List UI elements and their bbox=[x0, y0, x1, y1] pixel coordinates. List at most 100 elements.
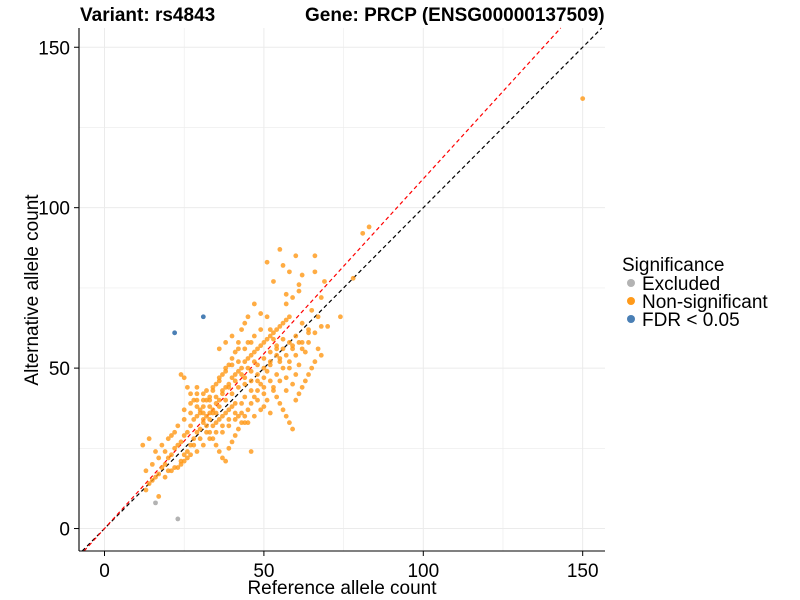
data-point bbox=[184, 449, 190, 454]
data-point bbox=[194, 391, 200, 397]
data-point bbox=[226, 407, 232, 413]
data-point bbox=[153, 500, 158, 506]
data-point bbox=[274, 394, 280, 400]
data-point bbox=[296, 340, 302, 345]
data-point bbox=[312, 253, 318, 259]
data-point bbox=[153, 474, 158, 480]
data-point bbox=[242, 413, 248, 419]
data-point bbox=[175, 442, 181, 448]
data-point bbox=[181, 417, 187, 422]
data-point bbox=[143, 468, 149, 474]
data-point bbox=[267, 359, 273, 365]
data-point bbox=[302, 378, 308, 384]
data-point bbox=[210, 384, 216, 390]
data-point bbox=[197, 436, 203, 442]
data-point bbox=[264, 336, 270, 342]
data-point bbox=[204, 423, 209, 429]
data-point bbox=[366, 224, 372, 230]
data-point bbox=[312, 359, 318, 365]
data-point bbox=[283, 388, 289, 393]
data-point bbox=[267, 327, 273, 333]
data-point bbox=[194, 449, 200, 454]
data-point bbox=[223, 458, 229, 464]
data-point bbox=[207, 404, 213, 410]
data-point bbox=[204, 413, 209, 419]
data-point bbox=[258, 327, 264, 333]
data-point bbox=[261, 365, 267, 371]
data-point bbox=[229, 362, 235, 368]
data-point bbox=[287, 269, 292, 275]
reference-lines bbox=[81, 27, 603, 552]
y-tick-label: 150 bbox=[38, 38, 70, 59]
data-point bbox=[235, 359, 241, 365]
x-tick-label: 0 bbox=[99, 561, 110, 582]
data-point bbox=[261, 375, 267, 381]
data-point bbox=[267, 349, 273, 355]
data-point bbox=[188, 401, 193, 406]
data-point bbox=[299, 384, 305, 390]
y-tick-label: 0 bbox=[59, 520, 70, 541]
data-point bbox=[299, 272, 305, 278]
data-point bbox=[235, 346, 241, 352]
data-point bbox=[207, 397, 213, 403]
data-point bbox=[194, 397, 200, 403]
data-point bbox=[283, 301, 289, 307]
data-point bbox=[149, 478, 155, 483]
data-point bbox=[239, 365, 244, 371]
data-point bbox=[290, 426, 295, 432]
data-point bbox=[312, 330, 318, 336]
data-point bbox=[261, 340, 267, 345]
data-point bbox=[239, 410, 244, 416]
data-point bbox=[216, 417, 222, 422]
data-point bbox=[229, 333, 235, 339]
data-point bbox=[245, 356, 251, 361]
data-point bbox=[299, 320, 305, 326]
data-point bbox=[274, 372, 280, 377]
data-point bbox=[181, 375, 187, 381]
data-point bbox=[242, 375, 248, 381]
data-point bbox=[255, 388, 260, 393]
data-point bbox=[283, 352, 289, 358]
data-point bbox=[159, 442, 165, 448]
data-point bbox=[178, 372, 184, 377]
data-point bbox=[271, 336, 276, 342]
data-point bbox=[188, 410, 193, 416]
data-point bbox=[264, 368, 270, 374]
legend-label: FDR < 0.05 bbox=[642, 310, 740, 331]
data-point bbox=[184, 384, 190, 390]
data-point bbox=[261, 391, 267, 397]
data-point bbox=[318, 352, 324, 358]
reference-line-fit bbox=[83, 27, 562, 552]
data-point bbox=[280, 320, 286, 326]
data-point bbox=[226, 445, 232, 451]
data-point bbox=[229, 375, 235, 381]
data-point bbox=[200, 410, 206, 416]
data-point bbox=[277, 359, 283, 365]
data-point bbox=[213, 442, 219, 448]
data-point bbox=[149, 461, 155, 467]
data-point bbox=[181, 433, 187, 438]
data-point bbox=[156, 471, 162, 477]
data-point bbox=[235, 426, 241, 432]
data-point bbox=[325, 323, 331, 329]
data-point bbox=[293, 333, 299, 339]
chart-title-gene: Gene: PRCP (ENSG00000137509) bbox=[305, 5, 605, 26]
data-point bbox=[232, 401, 238, 406]
data-point bbox=[210, 423, 216, 429]
data-point bbox=[293, 352, 299, 358]
data-point bbox=[178, 439, 184, 445]
data-point bbox=[312, 269, 318, 275]
data-point bbox=[200, 442, 206, 448]
data-point bbox=[277, 401, 283, 406]
data-point bbox=[239, 327, 244, 333]
data-point bbox=[229, 404, 235, 410]
data-point bbox=[251, 359, 257, 365]
data-point bbox=[216, 397, 222, 403]
data-point bbox=[220, 388, 225, 393]
data-point bbox=[302, 349, 308, 355]
data-point bbox=[280, 346, 286, 352]
data-point bbox=[220, 429, 225, 435]
data-point bbox=[235, 413, 241, 419]
data-point bbox=[315, 346, 321, 352]
data-point bbox=[229, 439, 235, 445]
